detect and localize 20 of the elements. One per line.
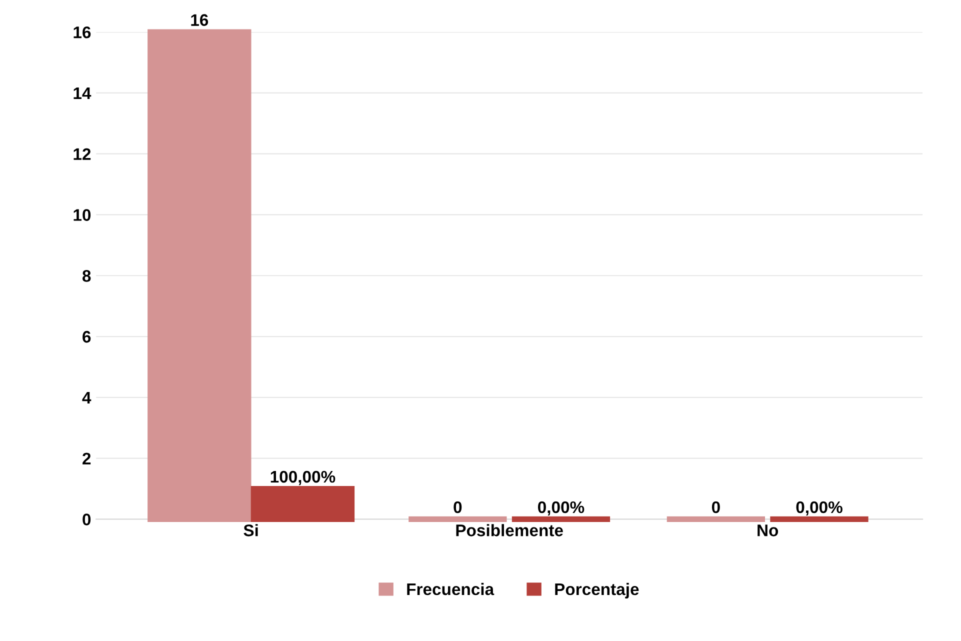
data-label: 0,00% bbox=[796, 501, 842, 516]
y-tick-label: 16 bbox=[74, 26, 91, 38]
y-tick-label: 0 bbox=[82, 514, 91, 526]
legend-label: Porcentaje bbox=[555, 582, 639, 598]
x-tick-label: Si bbox=[244, 524, 258, 536]
data-label: 100,00% bbox=[270, 470, 336, 486]
data-label: 0 bbox=[454, 501, 462, 514]
x-tick-label: Posiblemente bbox=[456, 524, 563, 536]
y-tick-label: 6 bbox=[82, 330, 91, 343]
x-tick-label: No bbox=[758, 524, 778, 536]
y-tick-label: 4 bbox=[82, 392, 92, 404]
data-label: 0,00% bbox=[538, 501, 584, 516]
y-tick-label: 10 bbox=[74, 209, 91, 221]
y-tick-label: 14 bbox=[74, 88, 92, 99]
data-label: 16 bbox=[191, 14, 208, 26]
y-tick-label: 12 bbox=[74, 148, 91, 160]
y-tick-label: 2 bbox=[82, 452, 91, 464]
y-tick-label: 8 bbox=[82, 270, 91, 282]
data-label: 0 bbox=[712, 501, 720, 514]
legend-label: Frecuencia bbox=[407, 582, 494, 596]
